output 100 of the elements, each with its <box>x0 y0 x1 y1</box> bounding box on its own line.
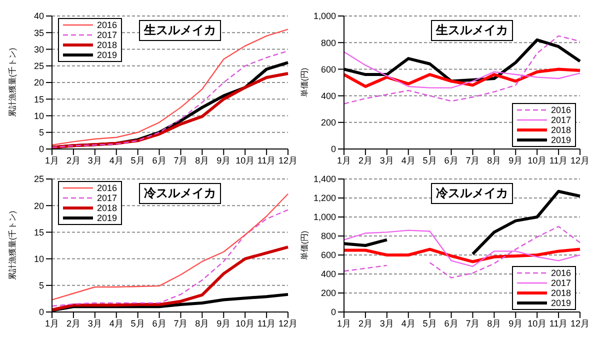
y-tick-label: 1,400 <box>313 174 336 184</box>
x-tick-label: 9月 <box>216 318 231 328</box>
legend-label: 2017 <box>97 30 118 40</box>
x-tick-label: 6月 <box>152 155 166 166</box>
y-tick-label: 600 <box>320 64 336 74</box>
x-tick-label: 10月 <box>236 155 255 166</box>
y-tick-label: 20 <box>34 200 44 211</box>
line-series <box>342 68 582 88</box>
x-tick-label: 7月 <box>174 318 188 328</box>
legend-label: 2018 <box>550 125 571 135</box>
x-tick-label: 10月 <box>528 155 547 166</box>
legend-label: 2017 <box>550 115 571 125</box>
y-axis-title: 累計漁獲量(千トン) <box>8 48 17 118</box>
x-tick-label: 1月 <box>336 318 352 328</box>
x-tick-label: 12月 <box>278 155 298 166</box>
x-tick-label: 6月 <box>444 155 458 166</box>
legend-label: 2018 <box>97 203 118 213</box>
y-tick-label: 800 <box>320 38 336 48</box>
x-tick-label: 11月 <box>549 155 568 166</box>
y-tick-label: 0 <box>330 307 336 318</box>
y-tick-label: 200 <box>320 288 336 298</box>
x-tick-label: 7月 <box>466 155 480 166</box>
legend-label: 2016 <box>550 268 571 278</box>
text: 生スルメイカ <box>431 20 513 41</box>
x-tick-label: 7月 <box>466 318 480 328</box>
y-tick-label: 15 <box>34 94 44 104</box>
y-tick-label: 15 <box>34 227 44 238</box>
y-tick-label: 400 <box>320 269 336 280</box>
x-tick-label: 4月 <box>109 155 124 166</box>
legend-label: 2016 <box>97 183 118 193</box>
x-tick-label: 12月 <box>570 155 590 166</box>
y-tick-label: 1,000 <box>313 11 336 22</box>
x-tick-label: 8月 <box>195 155 210 166</box>
legend-label: 2019 <box>97 50 118 60</box>
y-axis-title: 累計漁獲量(千トン) <box>8 210 17 280</box>
legend-label: 2016 <box>550 105 571 115</box>
line-series <box>343 51 581 88</box>
x-tick-label: 8月 <box>487 155 502 166</box>
x-tick-label: 3月 <box>380 155 394 166</box>
x-tick-label: 11月 <box>257 318 276 328</box>
y-tick-label: 200 <box>320 118 336 128</box>
x-tick-label: 10月 <box>236 318 255 328</box>
legend-label: 2016 <box>97 20 118 30</box>
x-tick-label: 9月 <box>216 155 231 166</box>
y-tick-label: 0 <box>330 144 336 154</box>
y-tick-label: 5 <box>38 128 44 138</box>
x-tick-label: 5月 <box>130 318 145 328</box>
y-tick-label: 10 <box>34 110 44 121</box>
legend-label: 2018 <box>550 288 571 298</box>
x-tick-label: 5月 <box>130 155 145 166</box>
x-tick-label: 5月 <box>422 318 437 328</box>
x-tick-label: 12月 <box>278 318 298 328</box>
x-tick-label: 4月 <box>401 155 416 166</box>
y-tick-label: 1,000 <box>313 212 336 222</box>
y-tick-label: 0 <box>38 307 44 318</box>
x-tick-label: 11月 <box>549 318 568 328</box>
y-tick-label: 800 <box>320 231 336 242</box>
x-tick-label: 2月 <box>358 318 372 328</box>
legend-label: 2017 <box>97 193 118 203</box>
x-tick-label: 9月 <box>508 318 523 328</box>
x-tick-label: 8月 <box>487 318 502 328</box>
legend-label: 2019 <box>97 213 118 223</box>
line-series <box>343 230 581 267</box>
y-tick-label: 600 <box>320 250 336 260</box>
text: 冷スルメイカ <box>431 183 513 204</box>
y-tick-label: 40 <box>34 11 44 22</box>
x-tick-label: 3月 <box>88 155 102 166</box>
x-tick-label: 2月 <box>358 155 372 166</box>
line-series <box>343 35 581 104</box>
x-tick-label: 1月 <box>44 318 60 328</box>
text: 生スルメイカ <box>139 20 221 41</box>
x-tick-label: 4月 <box>401 318 416 328</box>
x-tick-label: 10月 <box>528 318 547 328</box>
x-tick-label: 11月 <box>257 155 276 166</box>
x-tick-label: 6月 <box>444 318 458 328</box>
y-tick-label: 25 <box>34 61 44 72</box>
x-tick-label: 3月 <box>380 318 394 328</box>
x-tick-label: 3月 <box>88 318 102 328</box>
y-tick-label: 1,200 <box>313 193 336 204</box>
y-tick-label: 20 <box>34 78 44 88</box>
y-tick-label: 400 <box>320 90 336 101</box>
x-tick-label: 2月 <box>66 318 80 328</box>
y-tick-label: 10 <box>34 254 44 264</box>
legend-label: 2019 <box>550 135 571 145</box>
y-tick-label: 0 <box>38 144 44 154</box>
x-tick-label: 2月 <box>66 155 80 166</box>
line-series <box>342 248 582 264</box>
legend-label: 2019 <box>550 298 571 308</box>
text: 冷スルメイカ <box>139 183 221 204</box>
y-tick-label: 35 <box>34 28 44 38</box>
x-tick-label: 1月 <box>44 155 60 166</box>
x-tick-label: 8月 <box>195 318 210 328</box>
legend-label: 2018 <box>97 40 118 50</box>
x-tick-label: 4月 <box>109 318 124 328</box>
x-tick-label: 5月 <box>422 155 437 166</box>
x-tick-label: 12月 <box>570 318 590 328</box>
x-tick-label: 7月 <box>174 155 188 166</box>
x-tick-label: 1月 <box>336 155 352 166</box>
legend-label: 2017 <box>550 278 571 288</box>
y-tick-label: 30 <box>34 44 44 54</box>
